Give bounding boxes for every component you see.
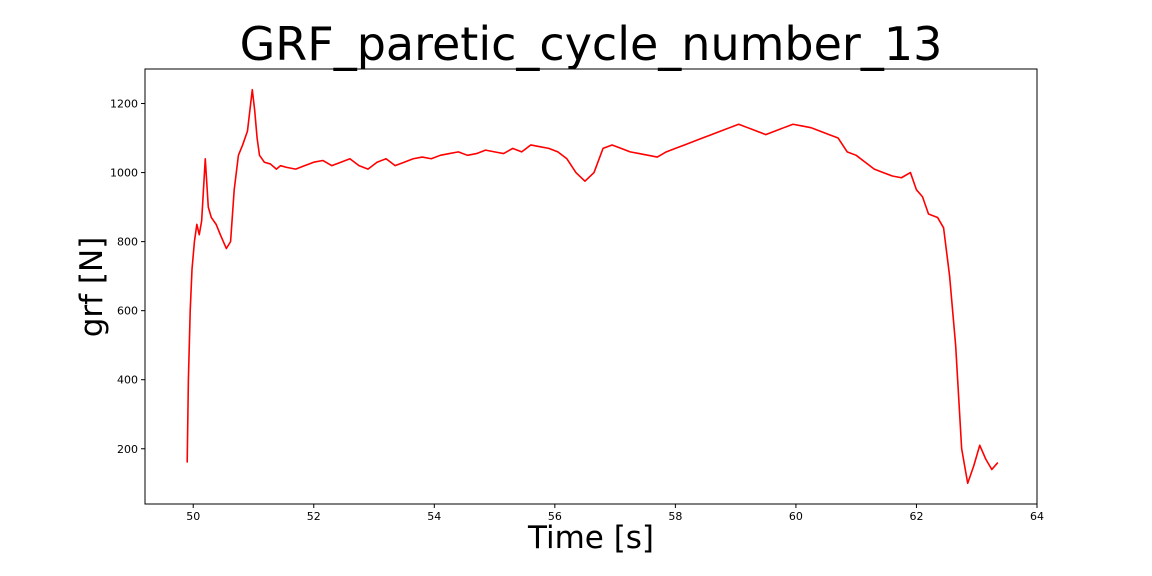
y-axis-label: grf [N] [74,237,110,338]
y-tick-label: 200 [117,443,138,456]
y-tick-label: 800 [117,236,138,249]
x-tick-label: 54 [427,510,441,523]
chart-title: GRF_paretic_cycle_number_13 [240,17,943,71]
x-tick-label: 58 [668,510,682,523]
y-axis-ticks: 200 400 600 800 1000 1200 [110,98,145,456]
grf-series-line [186,88,999,485]
x-tick-label: 56 [548,510,562,523]
y-tick-label: 600 [117,305,138,318]
x-tick-label: 52 [307,510,321,523]
plot-frame [144,68,1038,505]
y-tick-label: 400 [117,374,138,387]
y-tick-label: 1000 [110,167,138,180]
y-tick-label: 1200 [110,98,138,111]
x-axis-label: Time [s] [527,520,654,556]
x-axis-ticks: 50 52 54 56 58 60 62 64 [186,504,1044,523]
x-tick-label: 64 [1030,510,1044,523]
x-tick-label: 50 [186,510,200,523]
x-tick-label: 62 [909,510,923,523]
x-tick-label: 60 [789,510,803,523]
